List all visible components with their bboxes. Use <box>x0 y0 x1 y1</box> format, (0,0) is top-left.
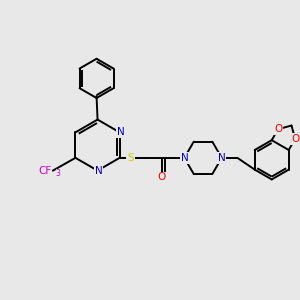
Text: N: N <box>117 127 124 137</box>
Text: N: N <box>181 153 188 163</box>
Text: O: O <box>291 134 299 144</box>
Text: N: N <box>95 166 102 176</box>
Text: O: O <box>274 124 282 134</box>
Text: O: O <box>158 172 166 182</box>
Text: 3: 3 <box>56 169 61 178</box>
Text: CF: CF <box>39 166 52 176</box>
Text: N: N <box>218 153 226 163</box>
Text: S: S <box>127 153 134 163</box>
